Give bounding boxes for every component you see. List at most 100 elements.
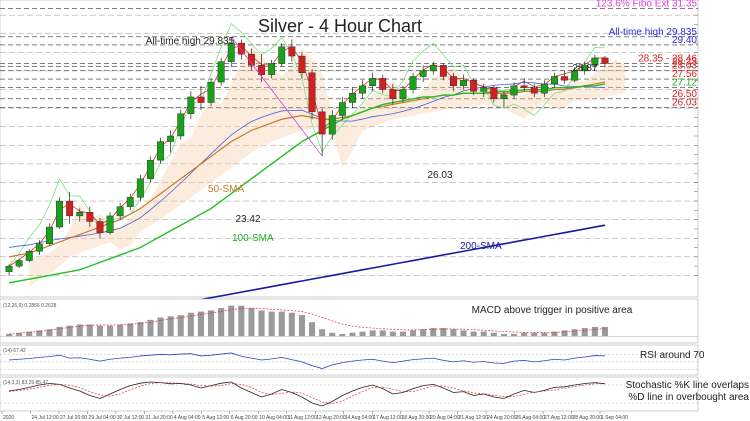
sma100-label: 100-SMA — [232, 233, 274, 244]
price-axis — [694, 14, 698, 276]
candle-body — [530, 87, 538, 94]
macd-bar — [278, 311, 285, 337]
price-level-label: 26.03 — [672, 98, 697, 109]
trend-lines — [230, 36, 323, 157]
time-tick-label: 29 Jul 04:00 — [88, 415, 115, 421]
sma100-line — [8, 83, 606, 284]
time-tick-label: 11 Aug 12:00 — [288, 415, 317, 421]
candle-body — [96, 221, 104, 233]
candle-body — [429, 65, 437, 72]
macd-bar — [157, 317, 164, 337]
stoch-panel-frame — [0, 376, 699, 412]
time-axis: 2020 24 Jul 12:00 27 Jul 20:00 29 Jul 04:00… — [1, 411, 628, 421]
chart-title: Silver - 4 Hour Chart — [258, 16, 422, 36]
macd-bar — [76, 324, 83, 337]
candle-body — [338, 102, 346, 116]
time-tick-label: 6 Aug 20:00 — [231, 415, 258, 421]
price-level-label: 28.35 - 28.46 — [638, 53, 697, 64]
rsi-line — [9, 352, 605, 369]
candle-body — [157, 141, 164, 161]
macd-bar — [147, 319, 154, 337]
rsi-panel-frame — [0, 344, 699, 376]
macd-bar — [410, 330, 417, 337]
macd-bar — [177, 315, 184, 337]
macd-bar — [238, 305, 245, 337]
candle-body — [409, 76, 417, 90]
macd-bar — [399, 331, 406, 337]
macd-bar — [470, 331, 477, 337]
time-tick-label: 24 Aug 20:00 — [487, 415, 517, 421]
sma50-label: 50-SMA — [208, 184, 244, 195]
macd-bar — [268, 311, 275, 337]
candle-body — [369, 78, 377, 86]
macd-bar — [369, 330, 376, 337]
macd-bar — [349, 332, 356, 337]
macd-bar — [531, 332, 538, 337]
macd-bar — [521, 332, 528, 337]
time-tick-label: 30 Jul 12:00 — [117, 415, 144, 421]
macd-caption: MACD above trigger in positive area — [472, 305, 633, 316]
grid-layer — [0, 14, 698, 276]
stoch-params: (14,3,3) 83.29 85.47 — [3, 380, 48, 386]
candles — [5, 36, 609, 276]
price-panel-frame — [0, 0, 699, 298]
time-tick-label: 5 Aug 12:00 — [202, 415, 229, 421]
candle-body — [177, 113, 185, 137]
time-tick-label: 4 Aug 04:00 — [174, 415, 201, 421]
candle-body — [278, 46, 286, 64]
candle-body — [66, 200, 74, 217]
sma200-label: 200-SMA — [460, 241, 502, 252]
macd-bar — [359, 331, 366, 337]
candle-body — [349, 93, 356, 103]
macd-bar — [197, 311, 204, 337]
time-tick-label: 28 Aug 20:00 — [573, 415, 603, 421]
macd-bar — [107, 325, 114, 337]
time-tick-label: 20 Aug 04:00 — [430, 415, 460, 421]
macd-bar — [96, 325, 103, 337]
macd-bar — [309, 322, 316, 337]
candle-body — [5, 265, 13, 272]
candle-body — [520, 85, 528, 88]
stoch-d-line — [9, 382, 605, 404]
time-tick-label: 17 Aug 12:00 — [373, 415, 403, 421]
macd-bar — [541, 332, 548, 337]
candle-body — [379, 78, 387, 90]
macd-bar — [430, 328, 437, 337]
candle-body — [46, 226, 53, 245]
rsi-panel — [0, 352, 698, 370]
macd-bar — [16, 332, 23, 337]
macd-bar — [551, 331, 558, 337]
macd-signal-line — [9, 307, 605, 335]
candle-body — [126, 197, 134, 207]
macd-bar — [26, 331, 33, 337]
candle-body — [76, 212, 84, 217]
candle-body — [237, 42, 245, 55]
macd-bar — [460, 330, 467, 337]
candle-body — [25, 251, 33, 261]
ichimoku-cloud — [29, 44, 626, 287]
macd-bar — [601, 326, 608, 337]
time-tick-label: 12 Aug 20:00 — [316, 415, 346, 421]
ath-annotation: All-time high 29.835 — [146, 36, 235, 47]
macd-bar — [329, 332, 336, 337]
macd-bar — [379, 330, 386, 337]
time-tick-label: 31 Jul 20:00 — [145, 415, 172, 421]
candle-body — [248, 53, 255, 66]
macd-bar — [36, 330, 43, 337]
time-tick-label: 24 Jul 12:00 — [31, 415, 58, 421]
candle-body — [561, 76, 568, 81]
macd-bar — [298, 315, 305, 337]
stochastic-panel — [0, 381, 698, 407]
candle-body — [450, 76, 457, 86]
candle-body — [399, 89, 407, 100]
macd-bar — [581, 328, 588, 337]
candle-body — [147, 159, 154, 179]
candle-body — [540, 83, 548, 94]
candle-body — [288, 46, 296, 57]
stoch-caption-line1: Stochastic %K line overlaps — [626, 380, 749, 391]
price-level-label: All-time high 29.835 — [609, 27, 698, 38]
price-level-label: 26.50 — [672, 89, 697, 100]
recent-high-annotation: 28.87 — [572, 63, 597, 74]
price-level-label: 28.23 — [672, 57, 697, 68]
